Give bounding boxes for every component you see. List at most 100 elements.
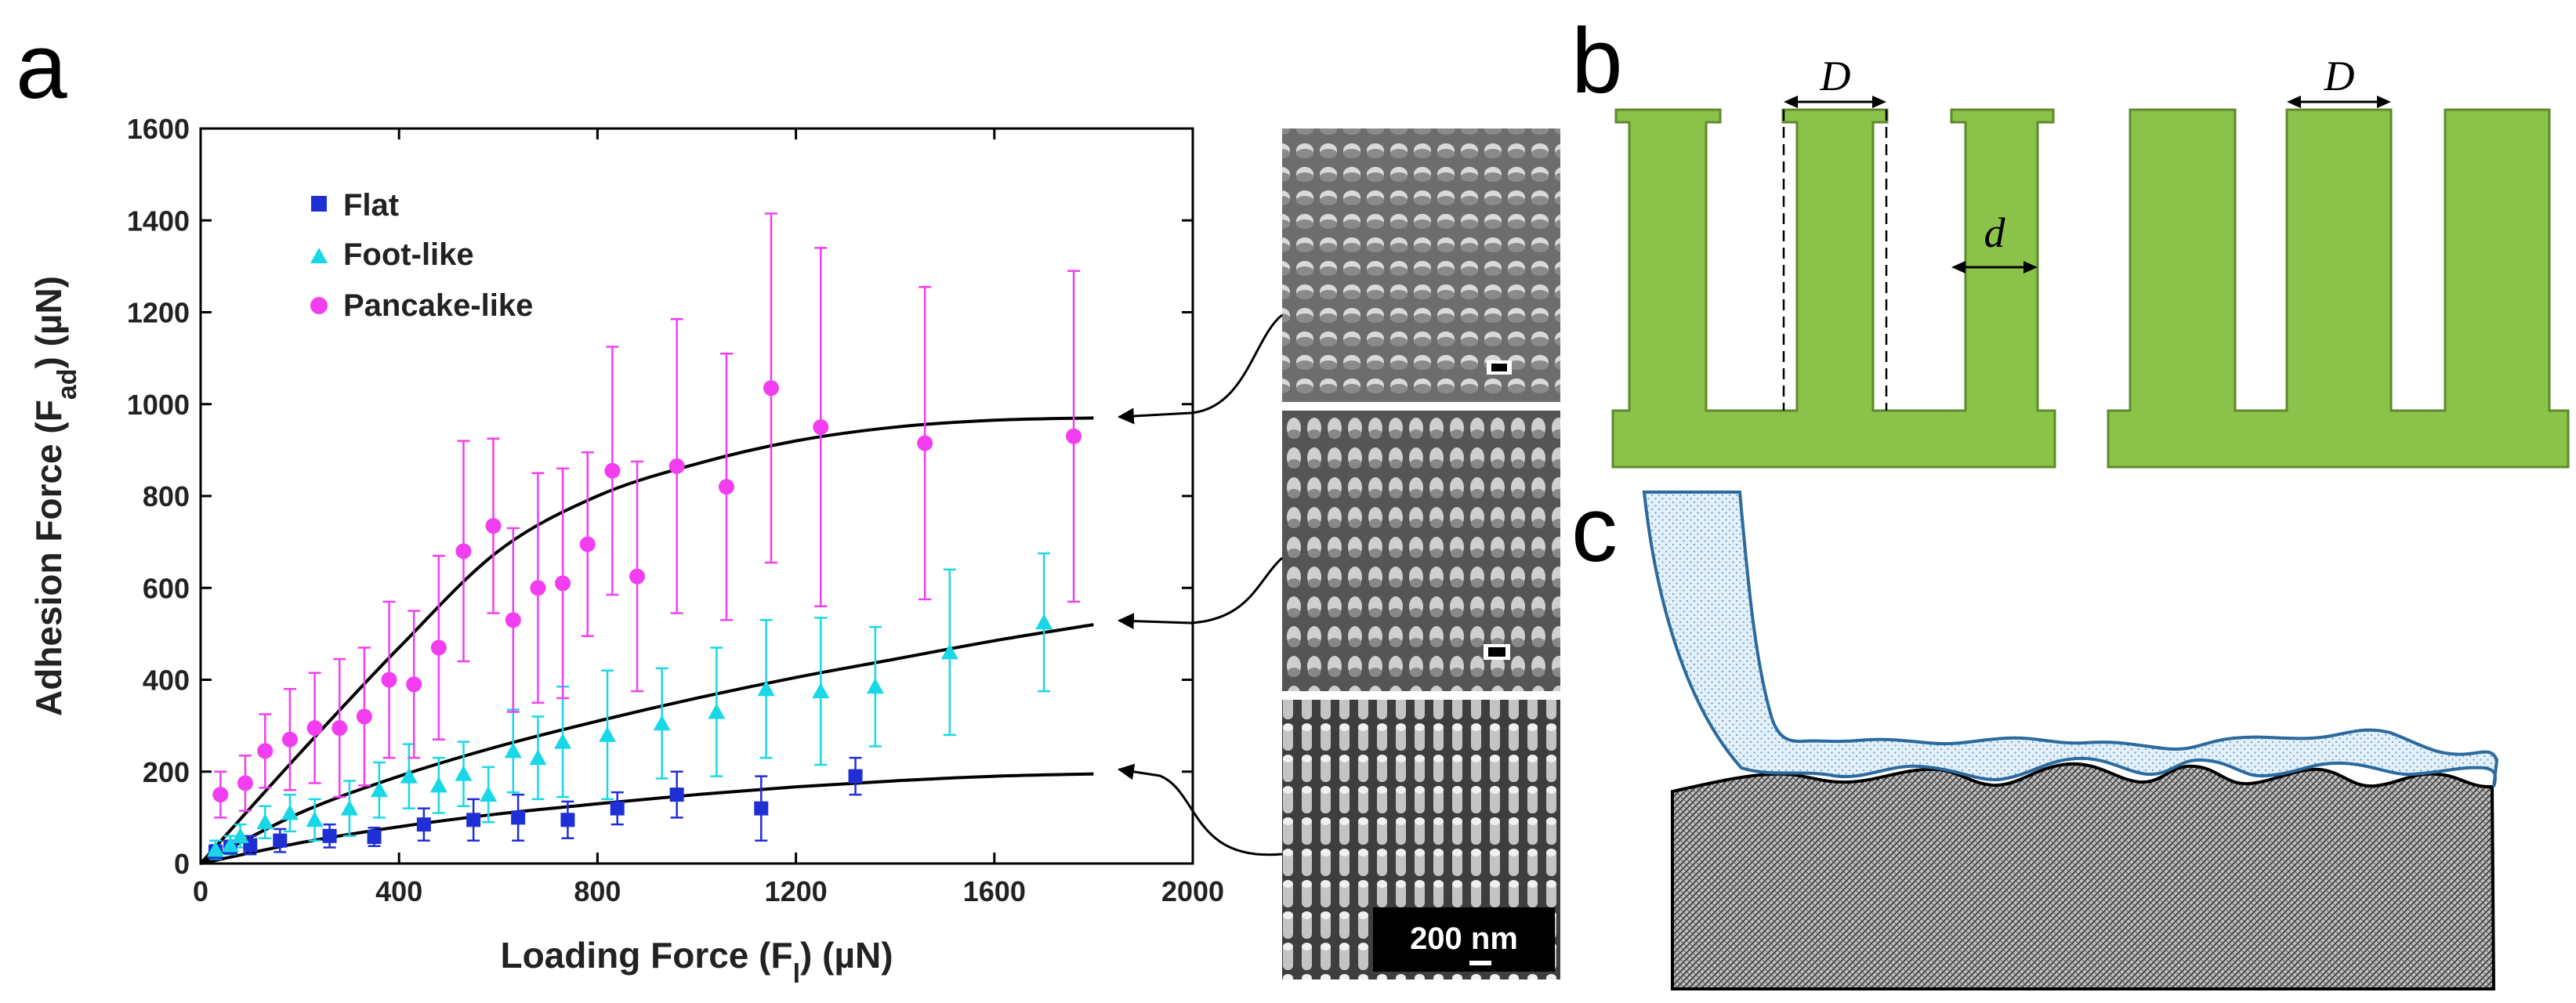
point-flat [848, 769, 863, 784]
point-pancake-like [430, 639, 447, 656]
point-foot-like [866, 678, 884, 694]
error-bars [208, 212, 1081, 860]
connector-arrows [1117, 313, 1284, 856]
point-flat [560, 813, 575, 827]
point-pancake-like [306, 720, 323, 737]
rough-substrate [1671, 762, 2496, 990]
legend: Flat Foot-like Pancake-like [310, 188, 533, 323]
point-foot-like [221, 836, 239, 853]
arrow-foot [1117, 556, 1284, 630]
scale-bar-background [1373, 907, 1555, 972]
panel-label-c: c [1571, 478, 1618, 581]
legend-label-foot: Foot-like [343, 237, 474, 272]
pillar-schematic-mushroom: D d [1611, 53, 2056, 469]
point-foot-like [940, 643, 958, 660]
sem-images: 200 nm [1282, 129, 1560, 979]
x-tick-label: 0 [193, 875, 208, 907]
adhesive-film [1642, 491, 2499, 788]
adhesion-chart: 0 400 800 1200 1600 2000 0 200 400 600 800 1000 1200… [28, 113, 1224, 989]
point-pancake-like [1066, 428, 1082, 444]
dimension-D-right-arrow-a [2287, 96, 2301, 108]
sem-image-foot [1282, 411, 1560, 691]
point-pancake-like [485, 518, 502, 534]
point-foot-like [340, 799, 358, 816]
point-flat [511, 810, 526, 825]
y-tick-label: 400 [143, 664, 190, 697]
x-axis-title: Loading Force (Fl) (µN) [500, 935, 893, 989]
point-foot-like [306, 811, 324, 827]
panel-label-a: a [16, 15, 67, 118]
y-tick-label: 800 [143, 480, 190, 512]
x-tick-label: 400 [375, 875, 422, 907]
point-pancake-like [281, 731, 298, 748]
point-foot-like [529, 749, 547, 766]
x-tick-label: 1200 [765, 875, 828, 907]
arrow-pancake [1117, 313, 1283, 425]
y-tick-label: 1600 [127, 113, 190, 145]
point-pancake-like [813, 419, 829, 436]
point-pancake-like [555, 575, 571, 592]
dimension-D-left-arrow-a [1784, 96, 1798, 108]
point-foot-like [400, 767, 418, 784]
point-foot-like [480, 786, 498, 802]
x-tick-label: 800 [574, 875, 621, 907]
dimension-d-arrow-a [1951, 261, 1966, 273]
point-foot-like [708, 703, 726, 719]
point-pancake-like [455, 543, 472, 559]
y-tick-label: 1400 [127, 205, 190, 237]
point-flat [466, 813, 481, 827]
contact-schematic [1642, 491, 2499, 990]
point-flat [367, 829, 382, 844]
y-tick-label: 200 [143, 756, 190, 788]
x-tick-label: 1600 [963, 875, 1026, 907]
point-foot-like [554, 733, 572, 749]
point-pancake-like [579, 536, 596, 552]
sem-image-pancake [1282, 129, 1560, 402]
point-pancake-like [668, 458, 685, 474]
dimension-D-right-arrow-b [2377, 96, 2391, 108]
point-foot-like [599, 726, 617, 742]
point-pancake-like [917, 435, 933, 451]
point-flat [669, 788, 684, 802]
point-foot-like [370, 781, 388, 798]
point-foot-like [206, 841, 224, 857]
legend-label-flat: Flat [343, 188, 399, 223]
axis-ticks: 0 400 800 1200 1600 2000 0 200 400 600 800 1000 1200… [127, 113, 1224, 907]
panel-label-b: b [1571, 9, 1623, 113]
fit-curve-flat [200, 772, 1094, 865]
pillar-array-left [1611, 108, 2056, 469]
scale-bar [1469, 961, 1491, 965]
legend-marker-foot [310, 248, 328, 263]
x-tick-label: 2000 [1161, 875, 1224, 907]
dimension-D-left-arrow-b [1872, 96, 1886, 108]
point-pancake-like [718, 479, 734, 495]
dimension-d-arrow-b [2023, 261, 2038, 273]
point-flat [322, 828, 337, 843]
point-foot-like [1035, 614, 1053, 630]
point-pancake-like [763, 380, 779, 396]
y-tick-label: 1000 [127, 389, 190, 421]
point-pancake-like [604, 462, 621, 479]
fit-curve-foot-like [200, 623, 1094, 865]
point-foot-like [429, 777, 447, 793]
point-foot-like [653, 715, 671, 731]
point-foot-like [281, 804, 299, 820]
legend-label-pancake: Pancake-like [343, 288, 533, 323]
fit-curve-pancake-like [199, 416, 1094, 865]
point-pancake-like [237, 775, 253, 791]
point-pancake-like [406, 676, 422, 693]
point-pancake-like [257, 743, 274, 759]
point-pancake-like [212, 787, 229, 803]
dimension-D-label-right: D [2324, 53, 2355, 100]
dimension-d-label: d [1984, 209, 2006, 256]
y-tick-label: 0 [174, 848, 190, 880]
point-pancake-like [505, 612, 521, 628]
point-flat [610, 801, 625, 816]
point-foot-like [812, 683, 830, 699]
point-foot-like [455, 765, 473, 781]
legend-marker-pancake [310, 297, 328, 314]
point-flat [416, 817, 431, 832]
arrow-flat [1117, 763, 1283, 856]
scale-box-1-inner [1491, 364, 1507, 371]
scale-bar-label: 200 nm [1410, 922, 1518, 956]
